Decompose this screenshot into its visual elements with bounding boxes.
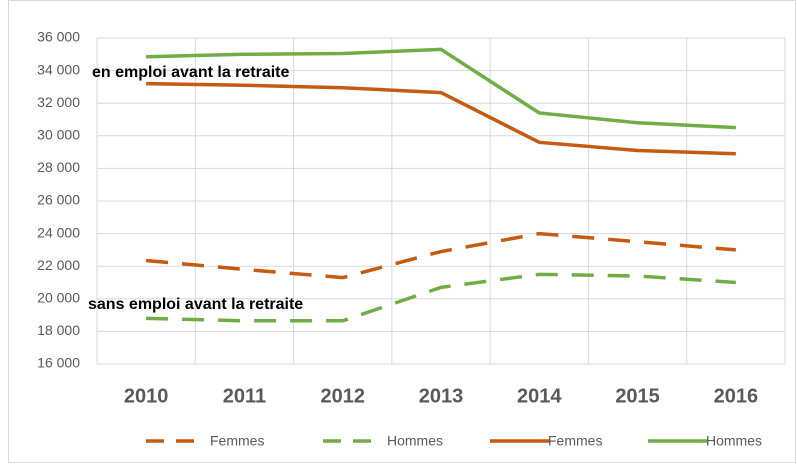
y-tick-label: 16 000: [37, 355, 80, 371]
line-series: [146, 81, 736, 156]
legend-label: Hommes: [706, 433, 762, 449]
y-tick-label: 18 000: [37, 322, 80, 338]
legend-label: Femmes: [210, 433, 264, 449]
y-tick-label: 36 000: [37, 29, 80, 45]
annotation: en emploi avant la retraite: [92, 64, 290, 81]
x-tick-label: 2012: [320, 385, 365, 407]
x-tick-label: 2016: [714, 385, 759, 407]
y-tick-label: 32 000: [37, 94, 80, 110]
y-tick-label: 28 000: [37, 159, 80, 175]
y-tick-label: 22 000: [37, 257, 80, 273]
x-tick-label: 2013: [419, 385, 464, 407]
x-tick-label: 2014: [517, 385, 562, 407]
x-tick-label: 2010: [124, 385, 169, 407]
line-series: [145, 231, 737, 280]
y-tick-label: 34 000: [37, 61, 80, 77]
y-tick-label: 26 000: [37, 192, 80, 208]
y-tick-label: 24 000: [37, 224, 80, 240]
x-tick-label: 2011: [223, 385, 266, 407]
x-tick-label: 2015: [615, 385, 660, 407]
annotation: sans emploi avant la retraite: [88, 296, 303, 313]
legend-label: Femmes: [548, 433, 602, 449]
line-series: [146, 272, 736, 323]
chart-border: [8, 0, 796, 463]
legend-label: Hommes: [387, 433, 443, 449]
line-series: [146, 47, 736, 130]
y-tick-label: 20 000: [37, 290, 80, 306]
y-tick-label: 30 000: [37, 127, 80, 143]
